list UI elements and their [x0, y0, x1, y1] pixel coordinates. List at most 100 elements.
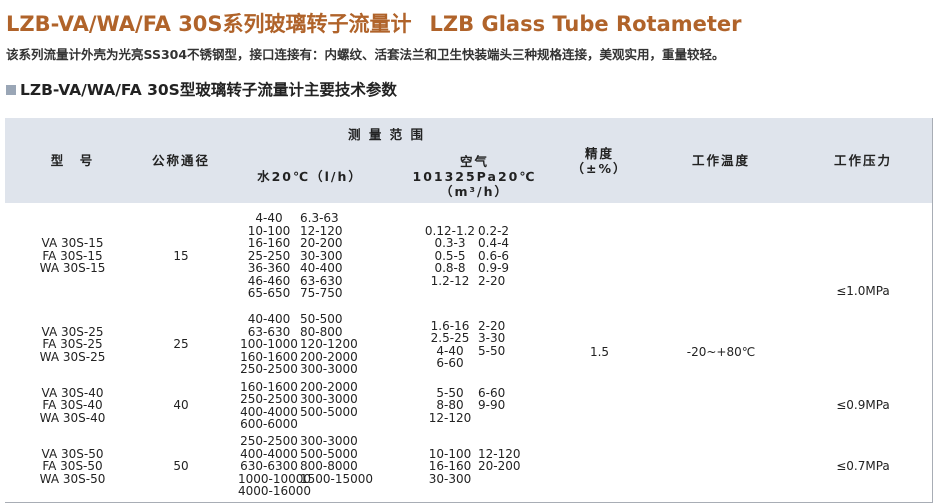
range-value: 30-300: [300, 248, 343, 263]
range-value: 20-200: [478, 459, 521, 474]
header-text: 公称通径: [151, 153, 210, 168]
range-value: 0.2-2: [478, 223, 510, 238]
range-value: 800-8000: [300, 459, 358, 474]
header-cell: 型 号: [5, 118, 141, 204]
water-cell: 250-2500 300-3000 400-4000 500-5000 630-6300…: [222, 431, 399, 503]
range-value: 250-2500: [240, 392, 298, 406]
range-value: 80-800: [300, 324, 343, 339]
range-value: 300-3000: [300, 434, 358, 449]
model-name: VA 30S-15: [41, 236, 104, 251]
range-line: 10-100 12-120: [238, 225, 343, 238]
header-cell: 精度 （±%）: [551, 118, 649, 204]
model-cell: VA 30S-25 FA 30S-25 WA 30S-25: [5, 309, 141, 381]
range-line: 1000-10000 1500-15000: [238, 473, 373, 486]
range-line: 4000-16000: [238, 484, 312, 499]
range-value: 500-5000: [300, 404, 358, 419]
range-value: 2.5-25: [430, 331, 470, 345]
pressure-cell: ≤1.0MPa: [794, 203, 933, 381]
range-line: 0.3-3 0.4-4: [422, 237, 509, 250]
range-line: 40-400 50-500: [238, 313, 343, 326]
range-line: 16-160 20-200: [238, 237, 343, 250]
range-line: 630-6300 800-8000: [238, 460, 358, 473]
range-value: 400-4000: [240, 404, 298, 419]
range-value: 0.8-8: [434, 261, 466, 276]
model-name: VA 30S-40: [41, 385, 104, 400]
header-cell: 公称通径: [140, 118, 223, 204]
model-name: FA 30S-40: [42, 398, 103, 413]
range-value: 0.3-3: [434, 236, 466, 251]
section-title: LZB-VA/WA/FA 30S型玻璃转子流量计主要技术参数: [6, 78, 397, 100]
model-cell: VA 30S-50 FA 30S-50 WA 30S-50: [5, 431, 141, 503]
range-value: 100-1000: [240, 337, 298, 352]
range-value: 10-100: [247, 223, 291, 238]
model-name: WA 30S-25: [39, 349, 106, 364]
range-value: 2-20: [478, 273, 506, 288]
range-value: 63-630: [300, 273, 343, 288]
range-value: 300-3000: [300, 392, 358, 406]
header-text: 空气: [459, 154, 489, 169]
header-text: （m³/h）: [440, 184, 509, 199]
range-value: 1.6-16: [430, 318, 470, 333]
range-value: 0.6-6: [478, 248, 510, 263]
range-line: 250-2500 300-3000: [238, 363, 358, 376]
pressure-cell: ≤0.9MPa: [794, 380, 933, 432]
dn-cell: 50: [140, 431, 223, 503]
range-value: 0.12-1.2: [424, 223, 476, 238]
range-value: 9-90: [478, 398, 506, 413]
temperature-cell: -20~+80℃: [648, 203, 795, 503]
range-value: 16-160: [247, 236, 291, 251]
title-cn: LZB-VA/WA/FA 30S系列玻璃转子流量计: [6, 12, 412, 36]
range-value: 120-1200: [300, 337, 358, 352]
range-line: 0.8-8 0.9-9: [422, 262, 509, 275]
range-value: 30-300: [428, 471, 472, 486]
dn-value: 50: [173, 459, 189, 474]
range-value: 16-160: [428, 459, 472, 474]
header-cell: 空气 101325Pa20℃ （m³/h）: [398, 150, 552, 204]
range-value: 630-6300: [240, 459, 298, 474]
dn-cell: 15: [140, 203, 223, 310]
precision-value: 1.5: [589, 345, 610, 360]
range-line: 2.5-25 3-30: [422, 331, 506, 345]
range-line: 250-2500 300-3000: [238, 435, 358, 448]
range-line: 12-120: [422, 412, 478, 425]
range-value: 200-2000: [300, 349, 358, 364]
range-value: 600-6000: [240, 417, 298, 431]
header-text: （±%）: [571, 160, 628, 176]
air-cell: 0.12-1.2 0.2-2 0.3-3 0.4-4 0.5-5 0.6-6 0.8-8 0.…: [398, 203, 552, 310]
range-value: 6-60: [436, 356, 464, 370]
range-value: 500-5000: [300, 446, 358, 461]
header-text: 101325Pa20℃: [412, 169, 537, 184]
range-value: 2-20: [478, 318, 506, 333]
water-cell: 4-40 6.3-63 10-100 12-120 16-160 20-200 25-250…: [222, 203, 399, 310]
range-line: 160-1600 200-2000: [238, 351, 358, 364]
air-cell: 10-100 12-120 16-160 20-200 30-300: [398, 431, 552, 503]
range-value: 6-60: [478, 385, 506, 400]
model-cell: VA 30S-40 FA 30S-40 WA 30S-40: [5, 380, 141, 432]
bullet: [6, 85, 16, 95]
range-value: 25-250: [247, 248, 291, 263]
range-value: 40-400: [300, 261, 343, 276]
range-line: 600-6000: [238, 418, 300, 431]
range-value: 3-30: [478, 331, 506, 345]
range-value: 4000-16000: [238, 484, 312, 499]
range-line: 36-360 40-400: [238, 262, 343, 275]
pressure-value: ≤1.0MPa: [836, 284, 890, 299]
range-value: 12-120: [428, 410, 472, 425]
range-value: 0.9-9: [478, 261, 510, 276]
range-value: 0.5-5: [434, 248, 466, 263]
model-name: FA 30S-15: [42, 248, 103, 263]
pressure-value: ≤0.7MPa: [836, 459, 890, 474]
range-line: 1.2-12 2-20: [422, 273, 506, 288]
range-value: 0.4-4: [478, 236, 510, 251]
range-value: 250-2500: [240, 434, 298, 449]
range-value: 4-40: [255, 211, 283, 226]
title: LZB-VA/WA/FA 30S系列玻璃转子流量计 LZB Glass Tube …: [6, 8, 760, 38]
model-name: VA 30S-25: [41, 324, 104, 339]
range-value: 50-500: [300, 312, 343, 327]
range-line: 160-1600 200-2000: [238, 380, 358, 394]
header-cell: 工作温度: [648, 118, 795, 204]
range-value: 46-460: [247, 273, 291, 288]
temperature-value: -20~+80℃: [686, 345, 756, 360]
range-value: 36-360: [247, 261, 291, 276]
